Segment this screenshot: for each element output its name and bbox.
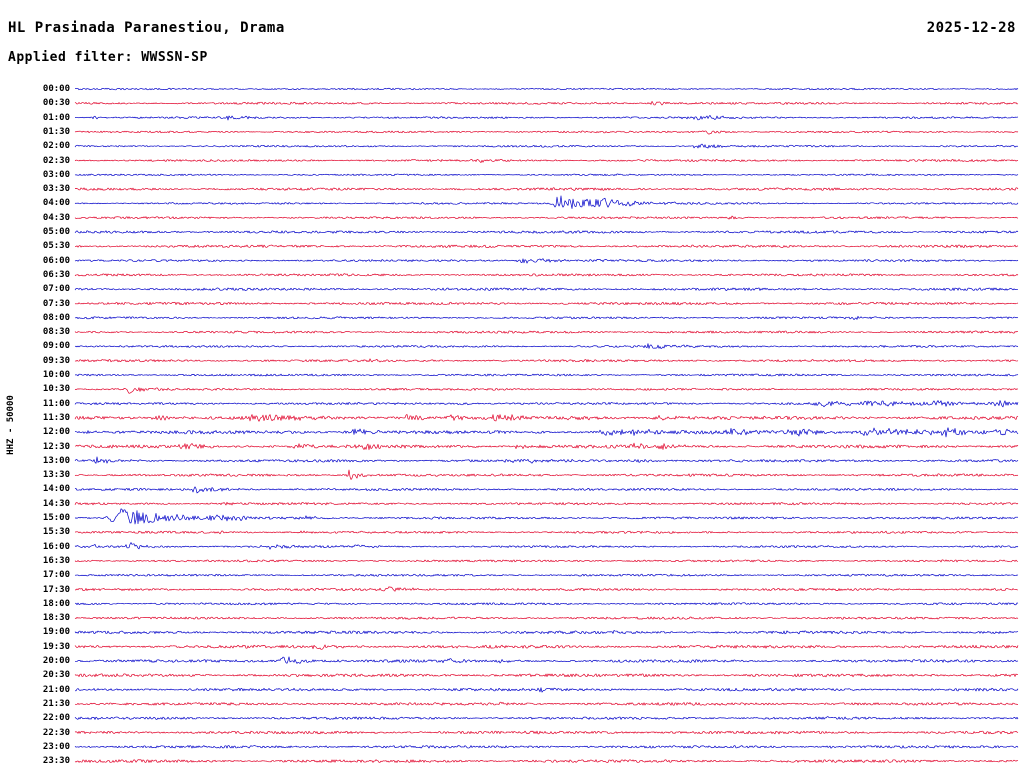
time-label: 22:00	[42, 713, 70, 724]
time-label: 22:30	[42, 727, 70, 738]
time-label: 01:30	[42, 126, 70, 137]
time-label: 05:30	[42, 241, 70, 252]
time-label: 23:30	[42, 756, 70, 767]
time-label: 12:30	[42, 441, 70, 452]
time-label: 11:00	[42, 398, 70, 409]
time-label: 02:30	[42, 155, 70, 166]
time-label: 19:00	[42, 627, 70, 638]
time-label: 06:30	[42, 269, 70, 280]
time-label: 10:00	[42, 370, 70, 380]
time-label: 03:30	[42, 184, 70, 195]
time-label: 21:00	[42, 684, 70, 695]
time-label: 15:30	[42, 527, 70, 538]
time-label: 09:00	[42, 341, 70, 352]
time-label: 01:00	[42, 112, 70, 123]
time-label: 08:00	[42, 312, 70, 323]
time-label: 18:30	[42, 613, 70, 624]
time-label: 03:00	[42, 169, 70, 180]
time-label: 19:30	[42, 641, 70, 652]
time-label: 04:30	[42, 212, 70, 223]
time-label: 17:30	[42, 584, 70, 595]
time-label: 15:00	[42, 513, 70, 523]
time-label: 10:30	[42, 384, 70, 395]
time-label: 17:00	[42, 570, 70, 581]
time-label: 16:30	[42, 555, 70, 566]
time-label: 16:00	[42, 541, 70, 552]
time-label: 23:00	[42, 741, 70, 752]
time-label: 11:30	[42, 412, 70, 423]
time-label: 07:30	[42, 298, 70, 309]
time-label: 09:30	[42, 355, 70, 366]
time-label: 02:00	[42, 141, 70, 152]
time-label: 21:30	[42, 698, 70, 709]
time-label: 14:30	[42, 498, 70, 509]
time-label: 00:30	[42, 98, 70, 109]
time-label: 13:00	[42, 455, 70, 466]
time-label: 20:00	[42, 656, 70, 666]
time-label: 12:00	[42, 427, 70, 438]
time-label: 13:30	[42, 470, 70, 481]
time-label: 18:00	[42, 598, 70, 609]
time-label: 07:00	[42, 284, 70, 295]
time-label: 05:00	[42, 227, 70, 237]
time-label: 06:00	[42, 255, 70, 266]
time-label: 00:00	[42, 84, 70, 94]
time-label: 08:30	[42, 327, 70, 338]
time-label: 20:30	[42, 670, 70, 681]
time-label: 14:00	[42, 484, 70, 495]
time-label: 04:00	[42, 198, 70, 209]
